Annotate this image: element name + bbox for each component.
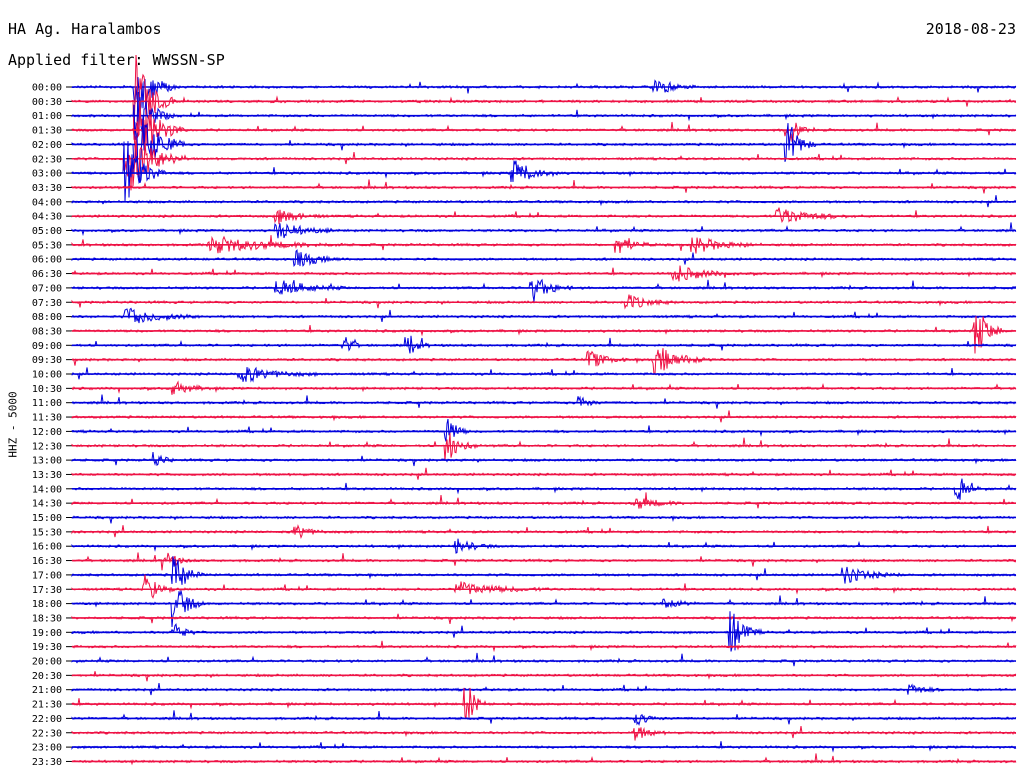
row-time-label: 16:00: [32, 542, 62, 553]
row-time-label: 17:00: [32, 570, 62, 581]
row-time-label: 14:30: [32, 499, 62, 510]
trace-03-30: [71, 179, 1017, 194]
row-time-label: 10:30: [32, 384, 62, 395]
row-time-label: 11:00: [32, 398, 62, 409]
row-time-label: 01:30: [32, 126, 62, 137]
trace-18-00: [71, 590, 1017, 628]
row-time-label: 19:30: [32, 642, 62, 653]
row-time-label: 21:30: [32, 700, 62, 711]
station-title: HA Ag. Haralambos: [8, 20, 162, 38]
trace-20-30: [71, 671, 1017, 682]
trace-18-30: [71, 613, 1017, 625]
trace-12-00: [71, 418, 1017, 442]
row-time-label: 12:00: [32, 427, 62, 438]
trace-00-30: [71, 54, 1017, 140]
row-time-label: 09:30: [32, 355, 62, 366]
row-time-label: 06:00: [32, 255, 62, 266]
row-time-label: 08:30: [32, 326, 62, 337]
row-time-label: 18:00: [32, 599, 62, 610]
row-time-label: 06:30: [32, 269, 62, 280]
row-time-label: 00:00: [32, 83, 62, 94]
trace-14-30: [71, 492, 1017, 509]
trace-08-30: [71, 315, 1017, 354]
row-time-label: 01:00: [32, 111, 62, 122]
row-time-label: 11:30: [32, 413, 62, 424]
row-time-label: 00:30: [32, 97, 62, 108]
row-time-label: 03:30: [32, 183, 62, 194]
row-time-label: 02:30: [32, 154, 62, 165]
trace-12-30: [71, 432, 1017, 461]
trace-00-00: [71, 77, 1017, 111]
row-time-label: 14:00: [32, 484, 62, 495]
row-time-label: 20:00: [32, 657, 62, 668]
trace-03-00: [71, 141, 1017, 203]
trace-09-30: [71, 348, 1017, 376]
row-time-label: 16:30: [32, 556, 62, 567]
row-time-label: 04:00: [32, 197, 62, 208]
row-time-label: 07:00: [32, 283, 62, 294]
trace-20-00: [71, 652, 1017, 667]
row-time-label: 07:30: [32, 298, 62, 309]
row-time-label: 15:00: [32, 513, 62, 524]
row-time-label: 23:00: [32, 743, 62, 754]
trace-11-00: [71, 394, 1017, 409]
row-time-label: 13:30: [32, 470, 62, 481]
row-time-label: 17:30: [32, 585, 62, 596]
trace-23-00: [71, 741, 1017, 753]
row-time-label: 02:00: [32, 140, 62, 151]
row-time-label: 04:30: [32, 212, 62, 223]
trace-07-30: [71, 294, 1017, 310]
trace-08-00: [71, 307, 1017, 324]
row-time-label: 22:00: [32, 714, 62, 725]
row-time-label: 09:00: [32, 341, 62, 352]
trace-19-30: [71, 640, 1017, 653]
row-time-label: 03:00: [32, 169, 62, 180]
row-time-label: 21:00: [32, 685, 62, 696]
date-label: 2018-08-23: [925, 20, 1016, 38]
row-time-label: 12:30: [32, 441, 62, 452]
row-time-label: 20:30: [32, 671, 62, 682]
row-time-label: 15:30: [32, 527, 62, 538]
row-time-label: 23:30: [32, 757, 62, 768]
trace-13-00: [71, 452, 1017, 467]
row-time-label: 18:30: [32, 613, 62, 624]
row-time-label: 19:00: [32, 628, 62, 639]
trace-06-00: [71, 249, 1017, 267]
filter-label: Applied filter: WWSSN-SP: [8, 51, 225, 69]
row-time-label: 08:00: [32, 312, 62, 323]
trace-22-00: [71, 710, 1017, 726]
row-time-label: 10:00: [32, 370, 62, 381]
row-time-label: 05:00: [32, 226, 62, 237]
row-time-label: 05:30: [32, 240, 62, 251]
trace-17-30: [71, 574, 1017, 599]
row-time-label: 13:00: [32, 456, 62, 467]
row-time-label: 22:30: [32, 728, 62, 739]
trace-07-00: [71, 278, 1017, 302]
trace-16-30: [71, 552, 1016, 571]
